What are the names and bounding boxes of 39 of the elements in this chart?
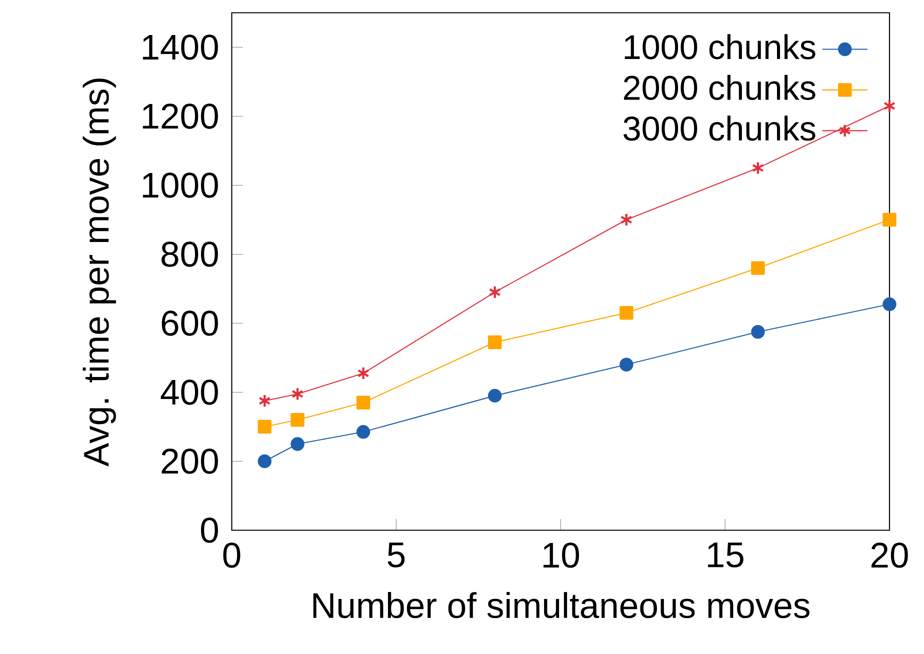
point bbox=[258, 394, 271, 408]
x-axis-title: Number of simultaneous moves bbox=[313, 592, 810, 618]
point bbox=[258, 420, 272, 434]
y-tick-label: 800 bbox=[162, 242, 218, 267]
point bbox=[488, 285, 501, 300]
y-tick-label: 400 bbox=[160, 380, 218, 405]
y-tick-label: 1200 bbox=[142, 104, 218, 129]
point bbox=[356, 396, 370, 410]
x-tick-label: 15 bbox=[708, 542, 744, 568]
point bbox=[620, 212, 632, 227]
x-tick-label: 0 bbox=[223, 542, 240, 568]
y-axis-title: Avg. time per move (ms) bbox=[82, 78, 116, 467]
point bbox=[488, 335, 502, 350]
point bbox=[290, 412, 304, 427]
point bbox=[356, 425, 370, 439]
y-tick-label: 1000 bbox=[142, 172, 218, 198]
x-tick-label: 20 bbox=[871, 542, 908, 568]
y-tick-label: 1400 bbox=[142, 34, 218, 60]
legend-label: 1000 chunks bbox=[624, 34, 816, 60]
legend-label: 2000 chunks bbox=[624, 74, 816, 100]
point bbox=[882, 212, 896, 227]
x-tick-label: 10 bbox=[544, 542, 580, 568]
point bbox=[620, 306, 634, 320]
y-tick-label: 600 bbox=[162, 310, 218, 336]
legend-label: 3000 chunks bbox=[624, 116, 816, 141]
point bbox=[620, 358, 634, 372]
y-tick-label: 0 bbox=[200, 518, 218, 543]
x-tick-label: 5 bbox=[388, 542, 405, 568]
point bbox=[488, 388, 502, 403]
point bbox=[290, 437, 304, 451]
y-tick-label: 200 bbox=[162, 448, 218, 474]
point bbox=[258, 454, 272, 468]
point bbox=[751, 325, 765, 339]
point bbox=[291, 387, 304, 401]
point bbox=[882, 297, 896, 312]
point bbox=[752, 161, 764, 175]
point bbox=[751, 261, 765, 275]
point bbox=[357, 366, 370, 380]
point bbox=[883, 99, 896, 113]
